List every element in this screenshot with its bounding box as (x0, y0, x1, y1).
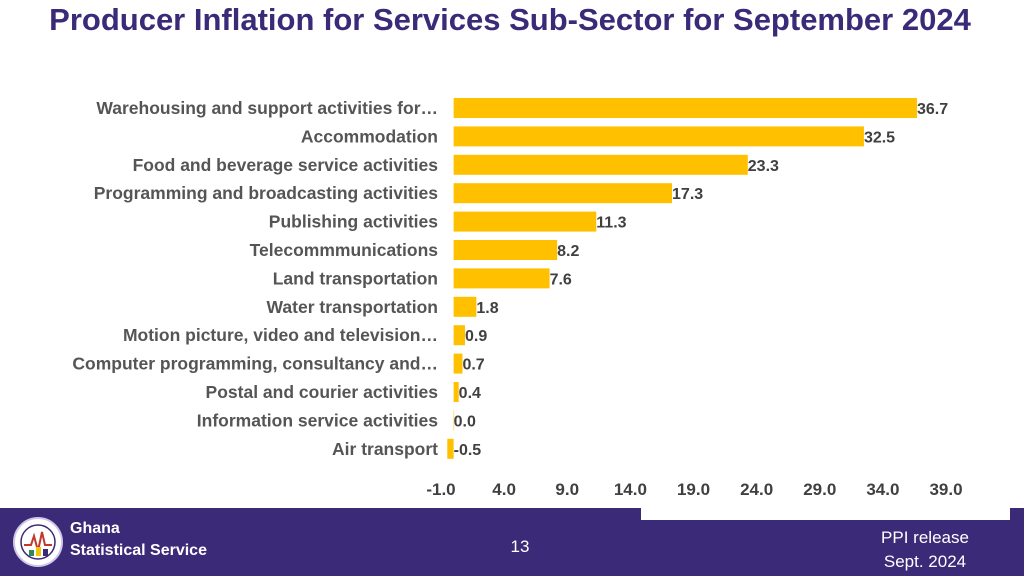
data-label: 0.7 (462, 357, 484, 374)
bar (453, 126, 864, 147)
data-label: 17.3 (672, 186, 703, 203)
x-tick-label: 4.0 (492, 480, 516, 499)
organization-name: Ghana Statistical Service (70, 518, 207, 562)
release-line1: PPI release (881, 528, 969, 547)
x-tick-label: 19.0 (677, 480, 710, 499)
data-label: 36.7 (917, 101, 948, 118)
bar (447, 438, 454, 459)
x-tick-label: 9.0 (555, 480, 579, 499)
data-label: 7.6 (550, 271, 572, 288)
category-label: Air transport (332, 439, 438, 459)
category-label: Computer programming, consultancy and… (72, 354, 438, 374)
bar (453, 268, 550, 289)
category-label: Accommodation (301, 126, 438, 146)
data-label: 32.5 (864, 129, 895, 146)
category-label: Land transportation (273, 268, 438, 288)
category-label: Postal and courier activities (206, 382, 439, 402)
data-label: 0.9 (465, 328, 487, 345)
page-number: 13 (510, 537, 530, 556)
data-label: 8.2 (557, 243, 579, 260)
bar (453, 183, 673, 204)
category-label: Programming and broadcasting activities (94, 183, 439, 203)
category-label: Food and beverage service activities (133, 155, 439, 175)
bar-chart: Warehousing and support activities for… 3… (72, 98, 963, 499)
data-label: 23.3 (748, 158, 779, 175)
bar (453, 240, 558, 260)
release-line2: Sept. 2024 (883, 552, 967, 571)
data-label: 11.3 (596, 215, 626, 232)
data-label: -0.5 (454, 442, 482, 459)
data-label: 1.8 (476, 300, 498, 317)
org-name-line2: Statistical Service (70, 542, 207, 559)
org-name-line1: Ghana (70, 520, 120, 537)
bar (453, 154, 748, 175)
category-label: Publishing activities (269, 212, 438, 232)
x-tick-label: 39.0 (929, 480, 962, 499)
x-tick-label: 14.0 (614, 480, 647, 499)
bar (453, 98, 917, 118)
x-tick-label: 24.0 (740, 480, 773, 499)
category-label: Information service activities (197, 410, 438, 430)
category-label: Warehousing and support activities for… (96, 98, 438, 118)
chart-title: Producer Inflation for Services Sub-Sect… (49, 2, 971, 37)
x-tick-label: -1.0 (426, 480, 455, 499)
x-tick-label: 29.0 (803, 480, 836, 499)
gss-logo-icon (13, 517, 63, 567)
bar (453, 296, 477, 317)
bar (453, 211, 597, 232)
bar (453, 325, 465, 346)
category-label: Telecommmunications (250, 240, 439, 260)
data-label: 0.4 (459, 385, 481, 402)
release-info: PPI release Sept. 2024 (850, 526, 1000, 574)
category-label: Motion picture, video and television… (123, 325, 438, 345)
x-tick-label: 34.0 (866, 480, 899, 499)
footer-notch (641, 508, 1010, 520)
bar (453, 353, 463, 374)
category-label: Water transportation (267, 297, 438, 317)
bar (453, 410, 455, 431)
bar (453, 382, 459, 402)
data-label: 0.0 (454, 413, 476, 430)
